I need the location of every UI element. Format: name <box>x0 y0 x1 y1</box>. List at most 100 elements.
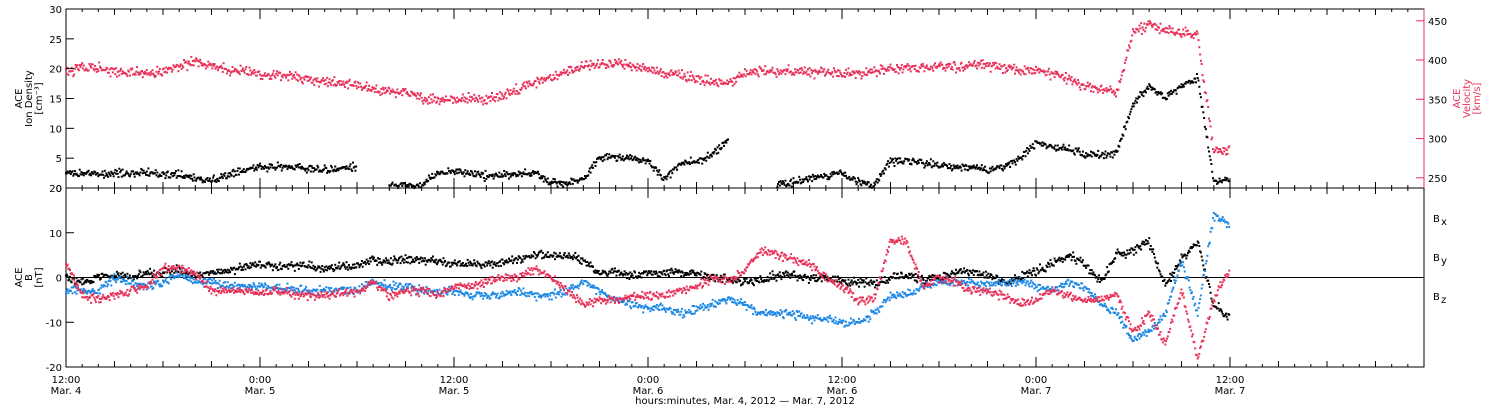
velocity-series-point <box>555 73 558 76</box>
velocity-series-point <box>504 91 507 94</box>
bx-series-point <box>1174 265 1177 267</box>
density-series-point <box>844 171 847 174</box>
bx-series-point <box>927 276 930 279</box>
density-series-point <box>433 176 436 179</box>
bx-series-point <box>1114 257 1117 260</box>
density-series-point <box>1161 92 1164 95</box>
velocity-series-point <box>1109 85 1112 88</box>
velocity-series-point <box>554 77 556 80</box>
density-series-point <box>1167 94 1170 97</box>
density-series-point <box>553 180 556 183</box>
by-series-point <box>676 308 679 311</box>
bx-series-point <box>852 281 855 284</box>
by-series-point <box>525 295 528 298</box>
density-series-point <box>828 176 831 179</box>
density-series-point <box>187 176 190 179</box>
density-series-point <box>350 168 353 171</box>
velocity-series-point <box>713 83 716 86</box>
density-series-point <box>500 173 503 176</box>
density-series-point <box>312 170 315 173</box>
density-series-point <box>205 178 208 181</box>
velocity-series-point <box>867 69 870 72</box>
density-series-point <box>405 184 408 187</box>
velocity-series-point <box>737 75 740 78</box>
bx-series-point <box>548 256 551 259</box>
velocity-series-point <box>778 73 780 76</box>
bx-series-point <box>1146 240 1149 243</box>
bx-series-point <box>377 257 379 260</box>
by-series-point <box>457 290 459 293</box>
velocity-series-point <box>833 69 836 72</box>
velocity-series-point <box>1092 90 1095 93</box>
density-series-point <box>177 169 180 172</box>
velocity-series-point <box>993 61 996 64</box>
density-series-point <box>1047 145 1050 148</box>
density-series-point <box>903 160 906 163</box>
bx-series-point <box>1199 250 1202 253</box>
density-series-point <box>75 172 78 175</box>
velocity-series-point <box>1143 22 1146 25</box>
velocity-series-point <box>1164 31 1167 34</box>
bx-series-point <box>96 273 99 276</box>
velocity-series-point <box>149 74 152 77</box>
velocity-series-point <box>1090 90 1092 93</box>
by-series-point <box>83 291 86 294</box>
bx-series-point <box>778 271 781 274</box>
bx-series-point <box>199 271 202 274</box>
density-series-point <box>291 166 294 169</box>
density-series-point <box>466 170 469 173</box>
velocity-series-point <box>1088 84 1091 87</box>
velocity-series-point <box>1078 86 1081 89</box>
velocity-series-point <box>554 70 557 73</box>
by-series-point <box>276 283 278 286</box>
velocity-series-point <box>955 71 957 74</box>
bx-series-point <box>406 261 409 264</box>
density-series-point <box>1115 149 1117 152</box>
density-series-point <box>1206 136 1209 139</box>
density-series-point <box>1196 77 1199 79</box>
density-series-point <box>697 159 700 161</box>
by-series-point <box>486 296 489 299</box>
velocity-series-point <box>899 68 902 71</box>
bx-series-point <box>1169 272 1172 275</box>
by-series-point <box>121 277 124 280</box>
bx-series-point <box>394 258 397 261</box>
bx-series-point <box>912 274 915 277</box>
bx-series-point <box>771 270 774 273</box>
density-series-point <box>558 180 561 183</box>
velocity-series-point <box>1223 150 1226 153</box>
density-series-point <box>946 165 949 167</box>
bx-series-point <box>295 263 298 266</box>
velocity-series-point <box>153 74 156 77</box>
density-series-point <box>681 162 684 165</box>
density-series-point <box>1045 147 1048 150</box>
by-series-point <box>297 287 299 290</box>
density-series-point <box>1008 161 1011 164</box>
density-series-point <box>142 169 145 172</box>
density-series-point <box>811 173 814 176</box>
velocity-series-point <box>1197 39 1200 42</box>
velocity-series-point <box>465 97 468 100</box>
density-series-point <box>1081 154 1084 157</box>
bx-series-point <box>516 261 518 264</box>
density-series-point <box>398 184 400 187</box>
velocity-series-point <box>335 84 338 87</box>
velocity-series-point <box>185 60 188 63</box>
density-series-point <box>303 167 306 170</box>
by-series-point <box>508 291 510 294</box>
bx-series-point <box>102 275 105 278</box>
velocity-series-point <box>588 64 590 67</box>
bx-series-point <box>353 263 356 266</box>
bx-series-point <box>1137 246 1140 249</box>
density-series-point <box>701 162 704 165</box>
velocity-series-point <box>73 73 76 76</box>
velocity-series-point <box>878 70 881 73</box>
velocity-series-point <box>807 73 810 76</box>
density-series-point <box>863 182 866 185</box>
bx-series-point <box>377 261 380 264</box>
bx-series-point <box>887 281 890 284</box>
bx-series-point <box>1118 251 1121 254</box>
density-series-point <box>1001 167 1003 170</box>
velocity-series-point <box>646 67 649 70</box>
velocity-series-point <box>753 68 756 70</box>
